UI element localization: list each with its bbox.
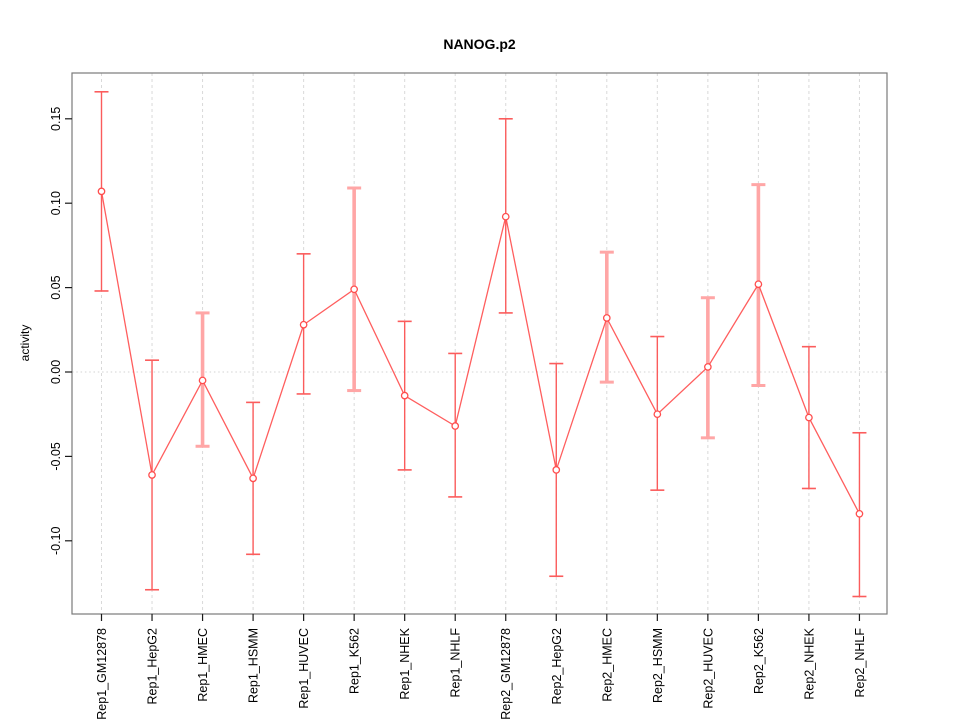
chart-title: NANOG.p2 <box>443 36 516 52</box>
data-point-marker <box>805 413 813 422</box>
data-point-marker <box>552 466 561 474</box>
x-tick-label: Rep2_GM12878 <box>499 628 513 720</box>
x-tick-label: Rep2_NHLF <box>853 628 867 698</box>
data-point-marker <box>198 376 207 385</box>
y-tick-label: 0.10 <box>49 191 63 215</box>
data-point-marker <box>501 212 510 221</box>
data-point-marker <box>451 422 460 430</box>
x-tick-label: Rep1_NHEK <box>398 627 412 699</box>
y-tick-label: 0.05 <box>49 275 63 299</box>
y-tick-label: -0.05 <box>49 442 63 471</box>
data-point-marker <box>704 363 712 371</box>
x-tick-label: Rep1_HepG2 <box>146 628 160 704</box>
x-tick-label: Rep2_HUVEC <box>701 628 715 709</box>
x-tick-label: Rep2_K562 <box>752 628 766 694</box>
data-point-marker <box>855 509 864 518</box>
x-tick-label: Rep1_GM12878 <box>95 628 109 720</box>
data-point-marker <box>97 187 106 196</box>
series-line <box>100 191 861 515</box>
x-tick-label: Rep1_HMEC <box>196 628 210 702</box>
data-point-marker <box>350 285 358 294</box>
x-tick-label: Rep1_HUVEC <box>297 628 311 709</box>
x-tick-label: Rep1_NHLF <box>449 628 463 698</box>
x-tick-label: Rep2_NHEK <box>802 627 816 699</box>
data-point-marker <box>249 474 257 483</box>
data-point-marker <box>299 320 308 329</box>
x-tick-label: Rep2_HMEC <box>600 628 614 702</box>
data-point-marker <box>148 471 156 479</box>
data-point-marker <box>754 280 763 289</box>
y-tick-label: 0.15 <box>49 107 63 131</box>
y-tick-label: 0.00 <box>49 360 63 384</box>
data-point-marker <box>400 391 409 400</box>
plot-frame <box>71 72 888 615</box>
x-tick-label: Rep2_HepG2 <box>550 628 564 704</box>
x-tick-label: Rep1_K562 <box>348 628 362 694</box>
x-tick-label: Rep2_HSMM <box>651 628 665 703</box>
x-tick-label: Rep1_HSMM <box>247 628 261 703</box>
y-tick-label: -0.10 <box>49 527 63 556</box>
data-point-marker <box>602 314 611 322</box>
data-point-marker <box>653 410 662 419</box>
